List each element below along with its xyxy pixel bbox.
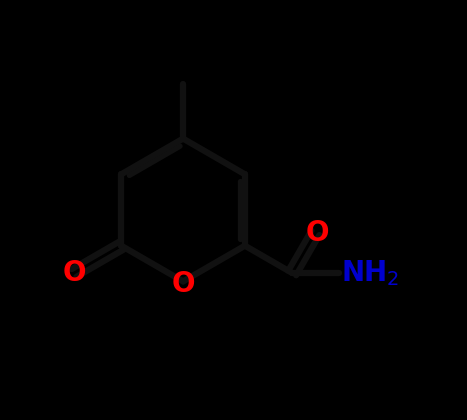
Text: NH$_2$: NH$_2$	[341, 258, 399, 288]
Text: O: O	[62, 259, 86, 287]
Text: O: O	[306, 219, 329, 247]
Text: O: O	[171, 270, 195, 297]
